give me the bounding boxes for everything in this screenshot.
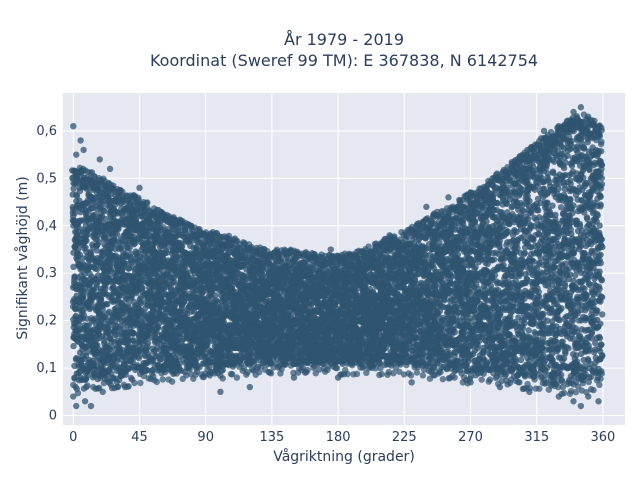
data-point	[137, 379, 144, 387]
data-point	[304, 366, 311, 374]
data-point	[233, 374, 241, 381]
data-point	[71, 210, 78, 217]
data-point	[93, 247, 100, 254]
data-point	[168, 378, 176, 385]
data-point	[80, 293, 87, 301]
data-point	[74, 389, 82, 397]
data-point	[84, 382, 91, 389]
data-point	[144, 339, 152, 347]
data-point	[79, 255, 86, 262]
chart-title-line1: År 1979 - 2019	[284, 30, 404, 49]
data-point	[87, 249, 95, 256]
data-point	[84, 231, 92, 238]
data-point	[129, 330, 137, 337]
data-point	[153, 378, 161, 386]
data-point	[131, 379, 138, 387]
data-point	[95, 239, 102, 246]
chart-title-line2: Koordinat (Sweref 99 TM): E 367838, N 61…	[150, 51, 538, 70]
data-point	[70, 263, 77, 271]
data-point	[219, 375, 226, 382]
data-point	[70, 342, 77, 350]
data-point	[267, 370, 275, 377]
data-point	[70, 185, 77, 192]
data-point	[256, 368, 263, 376]
data-point	[84, 348, 91, 356]
data-point	[163, 249, 171, 256]
data-point	[125, 383, 132, 390]
data-point	[94, 272, 102, 279]
data-points	[69, 104, 606, 410]
data-point	[83, 237, 90, 244]
data-point	[75, 223, 82, 230]
data-point	[159, 376, 166, 383]
